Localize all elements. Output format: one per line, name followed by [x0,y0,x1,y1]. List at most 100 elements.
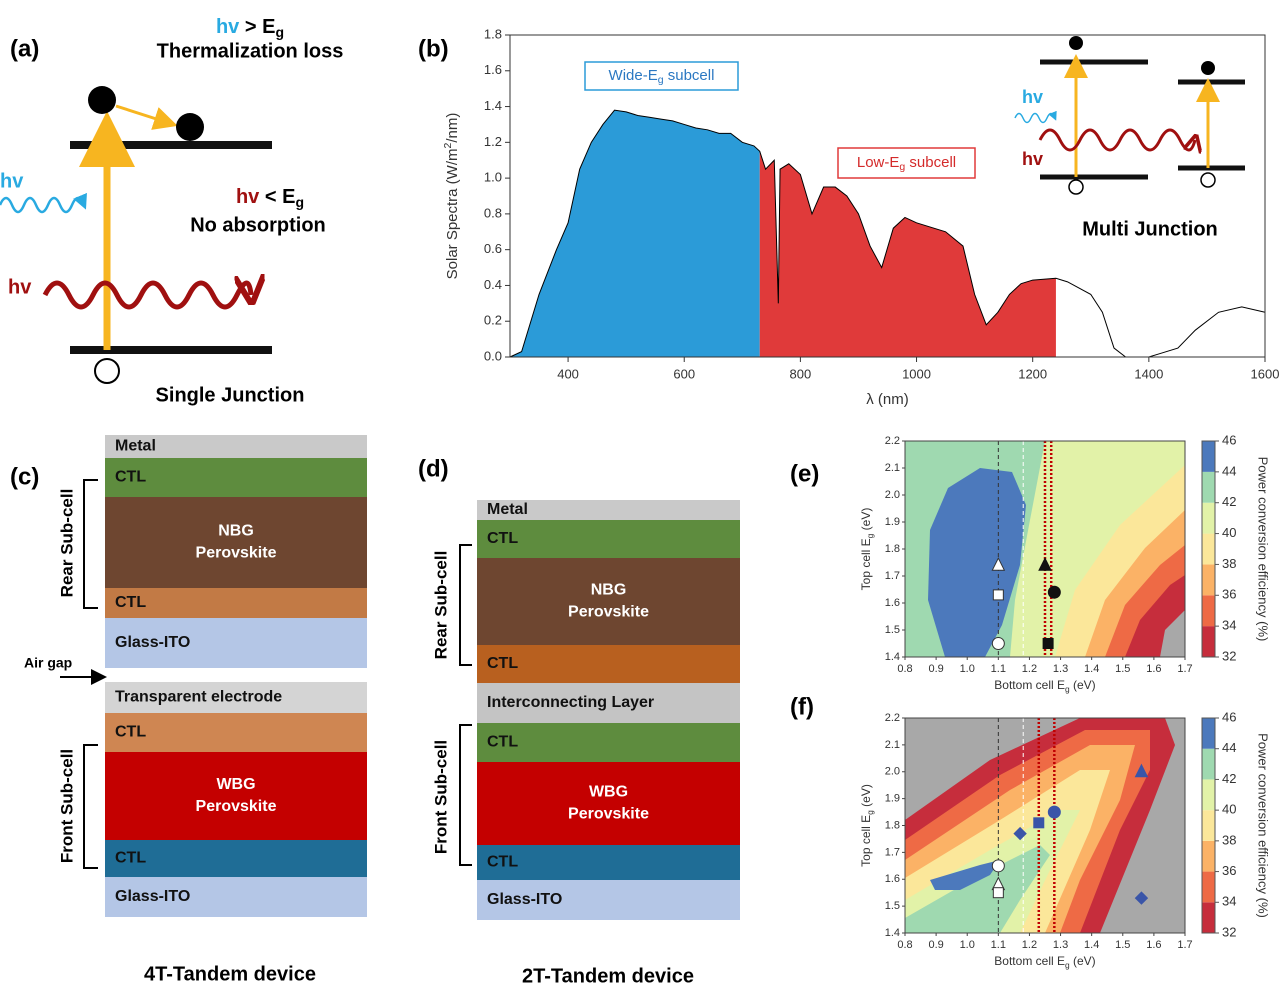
sub-cell-label: Rear Sub-cell [431,551,450,660]
layer [477,880,740,920]
y-tick-label: 0.2 [484,313,502,328]
y-tick-label: 1.8 [885,819,900,831]
panel-d: (d) Rear Sub-cell Front Sub-cell 2T-Tand… [418,455,740,987]
x-tick-label: 1.3 [1053,939,1068,951]
layer-label: Perovskite [196,545,277,562]
layer [477,645,740,683]
bracket [83,744,98,869]
x-tick-label: 400 [557,366,579,381]
marker [992,887,1004,899]
hv: hv [236,186,260,208]
layer-label: Interconnecting Layer [487,694,654,711]
y-tick-label: 1.7 [885,570,900,582]
y-tick-label: 1.0 [484,170,502,185]
x-tick-label: 1.2 [1022,663,1037,675]
y-tick-label: 1.4 [484,98,502,113]
layer-label: Perovskite [568,806,649,823]
y-tick-label: 0.4 [484,277,502,292]
colorbar-tick-label: 42 [1222,494,1236,509]
layer [105,840,367,877]
colorbar-segment [1202,441,1215,472]
x-axis-label: λ (nm) [866,391,909,408]
hole [1068,179,1084,195]
text-part: (eV) [859,508,873,534]
x-tick-label: 0.9 [928,939,943,951]
hv-label: hv [1022,87,1043,107]
panel-label: (f) [790,693,814,720]
colorbar-frame [1201,440,1216,658]
photon-wave [0,192,87,214]
layer [105,497,367,588]
marker [991,557,1006,571]
spectrum-line [509,109,1266,358]
layer-label: Metal [115,438,156,455]
colorbar-segment [1202,779,1215,811]
region-label: Wide-Eg subcell [609,67,715,86]
y-tick-label: 1.6 [885,873,900,885]
bracket [459,724,472,866]
text-part: Bottom cell E [994,678,1065,692]
multi-junction-inset: hv hv Multi Junction [1014,36,1245,240]
x-tick-label: 1.2 [1022,939,1037,951]
layer [105,435,367,458]
bracket [83,479,98,609]
panel-a: (a) hv > Eg Thermalization loss hv hv < … [0,16,343,406]
x-tick-label: 600 [673,366,695,381]
layer-label: NBG [591,582,627,599]
text-part: Top cell E [859,815,873,867]
layer [105,682,367,713]
text-part: Solar Spectra (W/m [444,148,461,279]
layer-label: Glass-ITO [115,888,190,905]
text-part: (eV) [1070,954,1096,968]
colorbar-tick-label: 40 [1222,802,1236,817]
colorbar-segment [1202,564,1215,596]
contour-region [928,468,1026,657]
photon-wave [42,283,251,310]
sub: g [1065,684,1070,694]
y-tick-label: 0.8 [484,205,502,220]
hv-label: hv [8,276,32,298]
y-tick-label: 0.6 [484,241,502,256]
y-tick-label: 1.7 [885,846,900,858]
layer-label: Perovskite [568,604,649,621]
x-tick-label: 1.5 [1115,939,1130,951]
layer-label: CTL [487,530,518,547]
sub: g [1065,960,1070,970]
layer [477,558,740,645]
panel-label: (d) [418,455,449,482]
x-tick-label: 1.4 [1084,663,1099,675]
y-tick-label: 1.5 [885,624,900,636]
panel-title: 2T-Tandem device [522,965,694,987]
relation: > E [239,16,275,38]
colorbar-tick-label: 34 [1222,894,1236,909]
y-tick-label: 1.6 [484,62,502,77]
electron [176,113,204,141]
photon-wave [1038,128,1195,150]
layer-label: WBG [216,776,255,793]
layer-label: CTL [487,734,518,751]
hv-label: hv [1022,149,1043,169]
colorbar-tick-label: 36 [1222,863,1236,878]
marker [1134,763,1149,778]
y-tick-label: 2.1 [885,739,900,751]
region-label-box [837,147,976,179]
caption: Thermalization loss [157,40,344,62]
colorbar-tick-label: 38 [1222,832,1236,847]
x-tick-label: 1.0 [960,663,975,675]
marker [1134,891,1149,905]
layer [105,458,367,497]
text-part: /nm) [444,113,461,143]
y-tick-label: 0.0 [484,348,502,363]
colorbar-segment [1202,902,1215,933]
subcell-fill [510,110,760,357]
y-tick-label: 1.8 [484,26,502,41]
sup: 2 [442,142,454,148]
sub: g [865,810,875,815]
colorbar-tick-label: 42 [1222,771,1236,786]
layer-label: NBG [218,523,254,540]
colorbar-tick-label: 38 [1222,556,1236,571]
layer [105,877,367,917]
x-tick-label: 1.7 [1177,663,1192,675]
x-tick-label: 1.6 [1146,663,1161,675]
y-tick-label: 1.4 [885,927,900,939]
